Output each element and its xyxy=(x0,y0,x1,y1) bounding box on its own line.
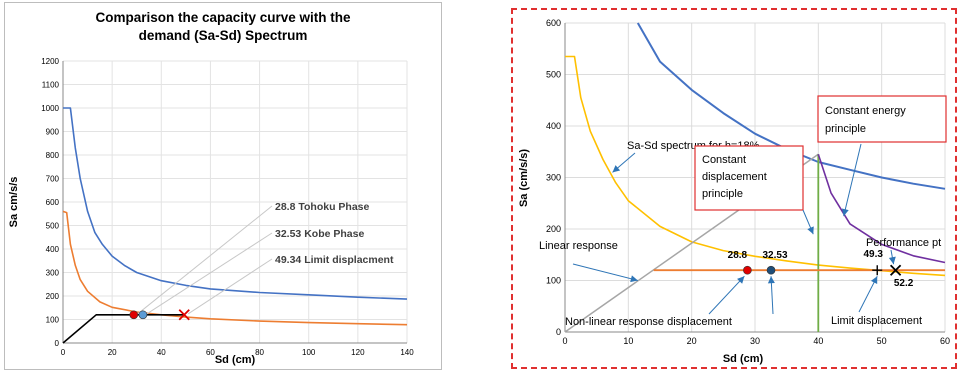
marker-label: 32.53 Kobe Phase xyxy=(275,228,364,240)
constant-energy-box xyxy=(817,95,947,143)
y-tick-label: 400 xyxy=(46,245,60,254)
x-tick-label: 10 xyxy=(623,336,633,346)
performance-point-annotation: Performance pt xyxy=(866,237,941,249)
marker-label: 49.34 Limit displacment xyxy=(275,254,394,266)
chart-title-line-2: demand (Sa-Sd) Spectrum xyxy=(139,28,308,43)
x-tick-label: 0 xyxy=(61,348,66,357)
data-marker xyxy=(129,310,139,320)
x-tick-label: 140 xyxy=(400,348,414,357)
linear-response-arrow-head xyxy=(630,275,638,283)
nonlinear-arrow-2-head xyxy=(767,276,775,284)
marker-label: 52.2 xyxy=(894,278,914,289)
y-tick-label: 300 xyxy=(46,269,60,278)
series-line-2 xyxy=(62,210,408,326)
constant-energy-text: Constant energy xyxy=(825,105,906,117)
y-tick-label: 1200 xyxy=(41,57,59,66)
y-tick-label: 100 xyxy=(46,316,60,325)
marker-label: 49.3 xyxy=(863,249,883,260)
marker-label: 32.53 xyxy=(763,250,788,261)
x-tick-label: 30 xyxy=(750,336,760,346)
y-tick-label: 600 xyxy=(546,18,561,28)
data-marker xyxy=(889,264,902,276)
x-tick-label: 60 xyxy=(206,348,215,357)
limit-displacement-arrow-head xyxy=(870,276,878,285)
constant-energy-arrow-head xyxy=(841,208,849,217)
y-tick-label: 500 xyxy=(46,222,60,231)
x-tick-label: 0 xyxy=(562,336,567,346)
y-tick-label: 400 xyxy=(546,121,561,131)
y-tick-label: 200 xyxy=(546,224,561,234)
right-chart: 0 100 200 300 400 500 600 0 10 20 30 40 50 60 Sa (cm/s… xyxy=(518,18,950,365)
left-chart: Comparison the capacity curve with the de… xyxy=(8,10,414,366)
nonlinear-arrow-1-head xyxy=(737,276,745,284)
limit-displacement-annotation: Limit displacement xyxy=(831,315,922,327)
data-marker xyxy=(138,310,148,320)
y-tick-label: 800 xyxy=(46,151,60,160)
marker-leader-line xyxy=(146,232,273,315)
marker-leader-line xyxy=(137,205,273,315)
right-chart-panel: 0 100 200 300 400 500 600 0 10 20 30 40 50 60 Sa (cm/s… xyxy=(511,8,957,369)
constant-displacement-box xyxy=(694,145,804,211)
y-tick-label: 500 xyxy=(546,70,561,80)
y-tick-label: 0 xyxy=(556,327,561,337)
marker-label: 28.8 Tohoku Phase xyxy=(275,201,369,213)
y-tick-label: 300 xyxy=(546,173,561,183)
y-tick-label: 100 xyxy=(546,276,561,286)
performance-point-arrow-head xyxy=(888,256,896,265)
x-tick-label: 40 xyxy=(813,336,823,346)
x-tick-label: 120 xyxy=(351,348,365,357)
constant-energy-arrow-shaft xyxy=(843,143,862,217)
data-marker xyxy=(872,265,883,276)
x-tick-label: 80 xyxy=(255,348,264,357)
nonlinear-displacement-annotation: Non-linear response displacement xyxy=(565,316,732,328)
constant-displacement-text: principle xyxy=(702,188,743,200)
y-axis-label: Sa cm/s/s xyxy=(8,177,20,228)
data-marker xyxy=(766,265,776,275)
y-tick-label: 0 xyxy=(55,339,60,348)
constant-displacement-arrow-head xyxy=(807,226,814,235)
x-tick-label: 40 xyxy=(157,348,166,357)
series-line-2 xyxy=(565,55,946,277)
left-chart-panel: Comparison the capacity curve with the de… xyxy=(4,2,442,370)
chart-title-line-1: Comparison the capacity curve with the xyxy=(95,10,351,25)
x-axis-label: Sd (cm) xyxy=(215,354,256,366)
spectrum-arrow-head xyxy=(612,165,621,173)
linear-response-annotation: Linear response xyxy=(539,240,618,252)
x-tick-label: 20 xyxy=(108,348,117,357)
marker-label: 28.8 xyxy=(728,250,748,261)
y-tick-label: 200 xyxy=(46,292,60,301)
x-tick-label: 60 xyxy=(940,336,950,346)
y-tick-label: 700 xyxy=(46,175,60,184)
marker-leader-line xyxy=(187,258,273,315)
data-marker xyxy=(743,265,752,275)
y-tick-label: 600 xyxy=(46,198,60,207)
series-line-5 xyxy=(817,154,946,264)
data-marker xyxy=(178,309,190,321)
y-axis-label: Sa (cm/s/s) xyxy=(518,149,530,207)
nonlinear-arrow-1-shaft xyxy=(708,275,745,315)
constant-displacement-text: displacement xyxy=(702,171,767,183)
y-tick-label: 900 xyxy=(46,128,60,137)
constant-displacement-text: Constant xyxy=(702,154,746,166)
series-line-3 xyxy=(62,313,185,344)
linear-response-arrow-shaft xyxy=(572,263,638,281)
x-tick-label: 20 xyxy=(687,336,697,346)
x-tick-label: 50 xyxy=(877,336,887,346)
y-tick-label: 1100 xyxy=(42,81,60,90)
y-tick-label: 1000 xyxy=(41,104,59,113)
series-line-1 xyxy=(63,107,408,300)
constant-energy-text: principle xyxy=(825,123,866,135)
x-tick-label: 100 xyxy=(302,348,316,357)
x-axis-label: Sd (cm) xyxy=(723,353,764,365)
